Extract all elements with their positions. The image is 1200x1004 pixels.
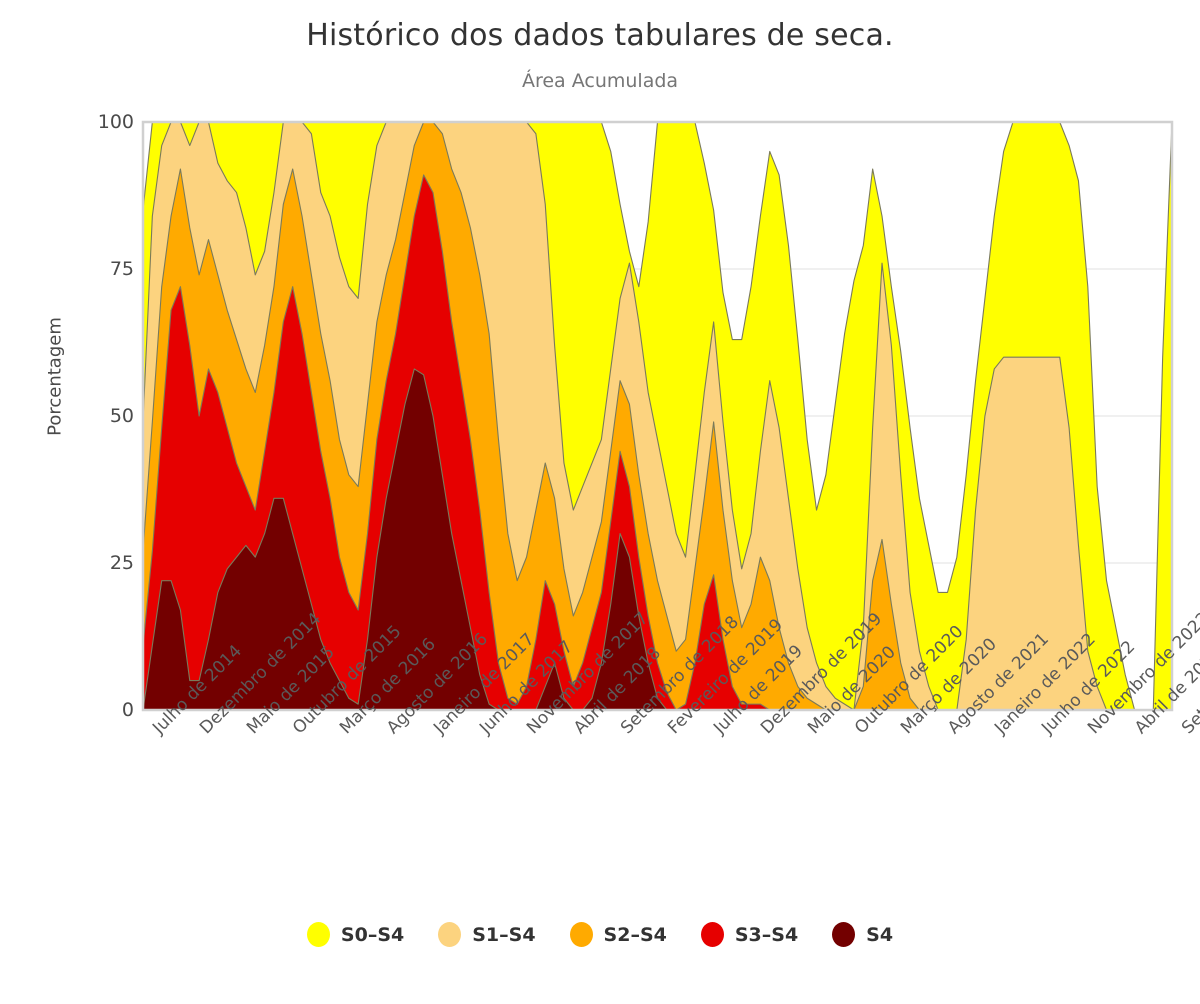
legend-swatch-icon — [832, 922, 856, 947]
page-title: Histórico dos dados tabulares de seca. — [306, 18, 894, 53]
legend-item[interactable]: S1–S4 — [438, 922, 536, 947]
y-tick-label: 0 — [121, 699, 134, 721]
chart-legend: S0–S4 S1–S4 S2–S4 S3–S4 S4 — [0, 922, 1200, 947]
legend-label: S2–S4 — [603, 923, 667, 946]
legend-label: S3–S4 — [734, 923, 799, 946]
y-tick-label: 50 — [109, 405, 134, 427]
legend-item[interactable]: S2–S4 — [569, 922, 667, 947]
y-tick-label: 25 — [109, 552, 134, 574]
y-tick-label: 75 — [109, 258, 134, 280]
y-axis-ticks: 0 25 50 75 100 — [58, 0, 134, 1000]
legend-label: S4 — [866, 923, 894, 946]
legend-swatch-icon — [569, 922, 593, 947]
legend-label: S1–S4 — [472, 923, 536, 946]
plot-border — [141, 120, 1174, 712]
chart-subtitle: Área Acumulada — [521, 70, 679, 92]
legend-item[interactable]: S4 — [832, 922, 893, 947]
legend-swatch-icon — [700, 922, 724, 947]
legend-item[interactable]: S0–S4 — [306, 922, 405, 947]
legend-swatch-icon — [438, 922, 462, 947]
legend-item[interactable]: S3–S4 — [700, 922, 799, 947]
legend-label: S0–S4 — [340, 923, 405, 946]
y-tick-label: 100 — [97, 111, 134, 133]
area-series-group — [142, 121, 1173, 711]
legend-swatch-icon — [306, 922, 330, 947]
